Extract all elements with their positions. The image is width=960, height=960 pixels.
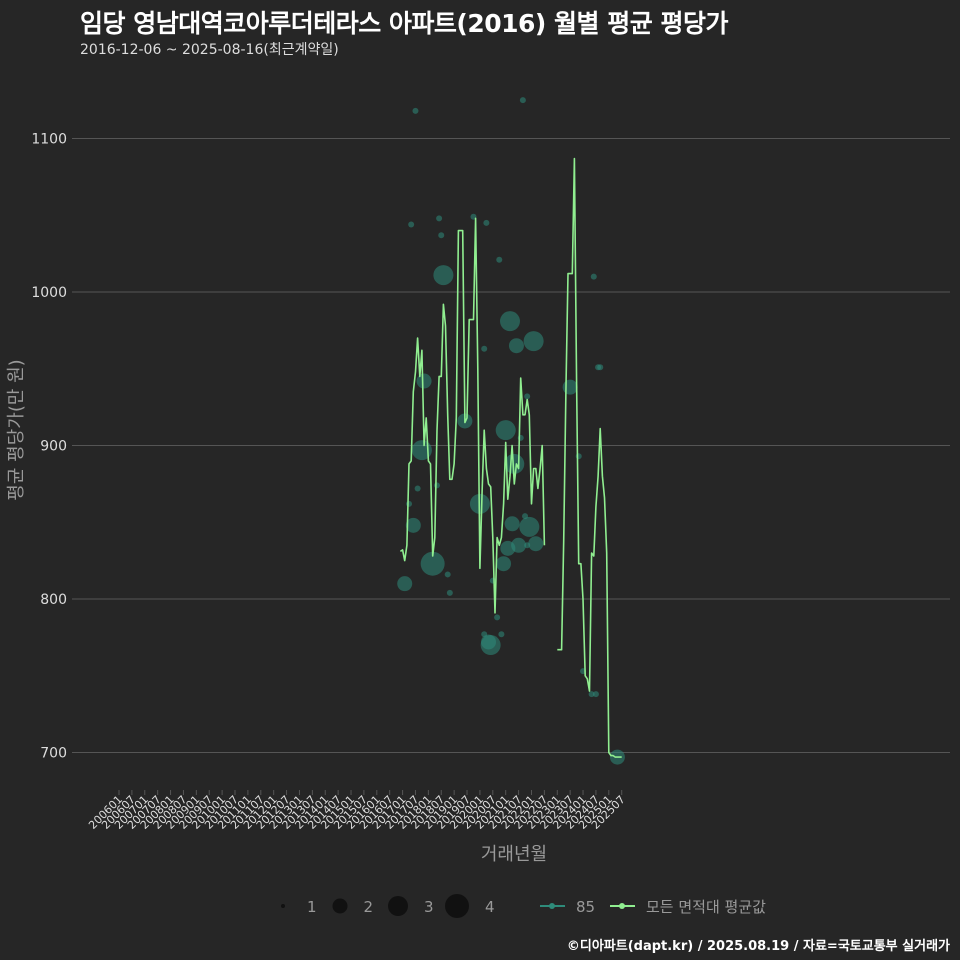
scatter-point	[412, 107, 419, 114]
scatter-point	[588, 691, 595, 698]
legend-size-label: 2	[364, 898, 374, 916]
scatter-point	[590, 273, 597, 280]
scatter-point	[414, 485, 421, 492]
y-tick-label: 1100	[31, 132, 67, 148]
scatter-point	[406, 500, 413, 507]
scatter-point	[420, 551, 445, 576]
scatter-point	[433, 482, 440, 489]
y-axis-title: 평균 평당가(만 원)	[6, 359, 27, 500]
scatter-point	[597, 364, 604, 371]
scatter-point	[483, 219, 490, 226]
legend: 1 2 3 4 85 모든 면적대 평균값	[281, 894, 766, 918]
scatter-point	[592, 691, 599, 698]
scatter-point	[444, 571, 451, 578]
scatter-point	[562, 379, 578, 395]
legend-size-label: 3	[424, 898, 434, 916]
source-caption: ©디아파트(dapt.kr) / 2025.08.19 / 자료=국토교통부 실…	[566, 939, 950, 954]
legend-average-marker	[619, 903, 625, 909]
scatter-point	[519, 97, 526, 104]
x-axis-ticks: 2006012006072007012007072008012008072009…	[86, 790, 628, 832]
y-tick-label: 800	[40, 592, 67, 608]
scatter-point	[494, 614, 501, 621]
scatter-point	[408, 221, 415, 228]
scatter-point	[524, 393, 531, 400]
legend-average-label: 모든 면적대 평균값	[646, 898, 766, 916]
scatter-point	[416, 373, 432, 389]
legend-size-label: 1	[307, 898, 317, 916]
y-tick-label: 900	[40, 439, 67, 455]
scatter-point	[397, 576, 413, 592]
legend-size-label: 4	[485, 898, 495, 916]
scatter-point	[523, 331, 544, 352]
scatter-point	[481, 345, 488, 352]
legend-85-label: 85	[576, 898, 595, 916]
scatter-point	[433, 265, 454, 286]
legend-size-key	[388, 896, 408, 916]
y-gridlines	[72, 138, 950, 753]
scatter-point	[446, 589, 453, 596]
scatter-point	[508, 338, 524, 354]
chart-title: 임당 영남대역코아루더테라스 아파트(2016) 월별 평균 평당가	[80, 9, 728, 38]
legend-size-key	[332, 898, 348, 914]
average-line	[399, 157, 622, 758]
scatter-point	[496, 256, 503, 263]
scatter-points-85	[397, 97, 625, 765]
y-axis-ticks: 700 800 900 1000 1100	[31, 132, 67, 762]
average-line-segment	[399, 217, 546, 614]
scatter-point	[504, 516, 520, 532]
y-tick-label: 1000	[31, 285, 67, 301]
scatter-point	[499, 311, 520, 332]
legend-size-key	[445, 894, 469, 918]
scatter-point	[436, 215, 443, 222]
average-line-segment	[557, 157, 622, 758]
scatter-point	[511, 537, 527, 553]
scatter-point	[498, 631, 505, 638]
scatter-point	[405, 517, 421, 533]
y-tick-label: 700	[40, 746, 67, 762]
chart-subtitle: 2016-12-06 ~ 2025-08-16(최근계약일)	[80, 42, 339, 58]
legend-size-key	[281, 904, 285, 908]
scatter-point	[438, 232, 445, 239]
scatter-point	[496, 556, 512, 572]
scatter-point	[528, 536, 544, 552]
scatter-point	[495, 420, 516, 441]
x-axis-title: 거래년월	[481, 844, 547, 865]
scatter-point	[480, 635, 501, 656]
scatter-point	[519, 516, 540, 537]
legend-85-marker	[549, 903, 555, 909]
